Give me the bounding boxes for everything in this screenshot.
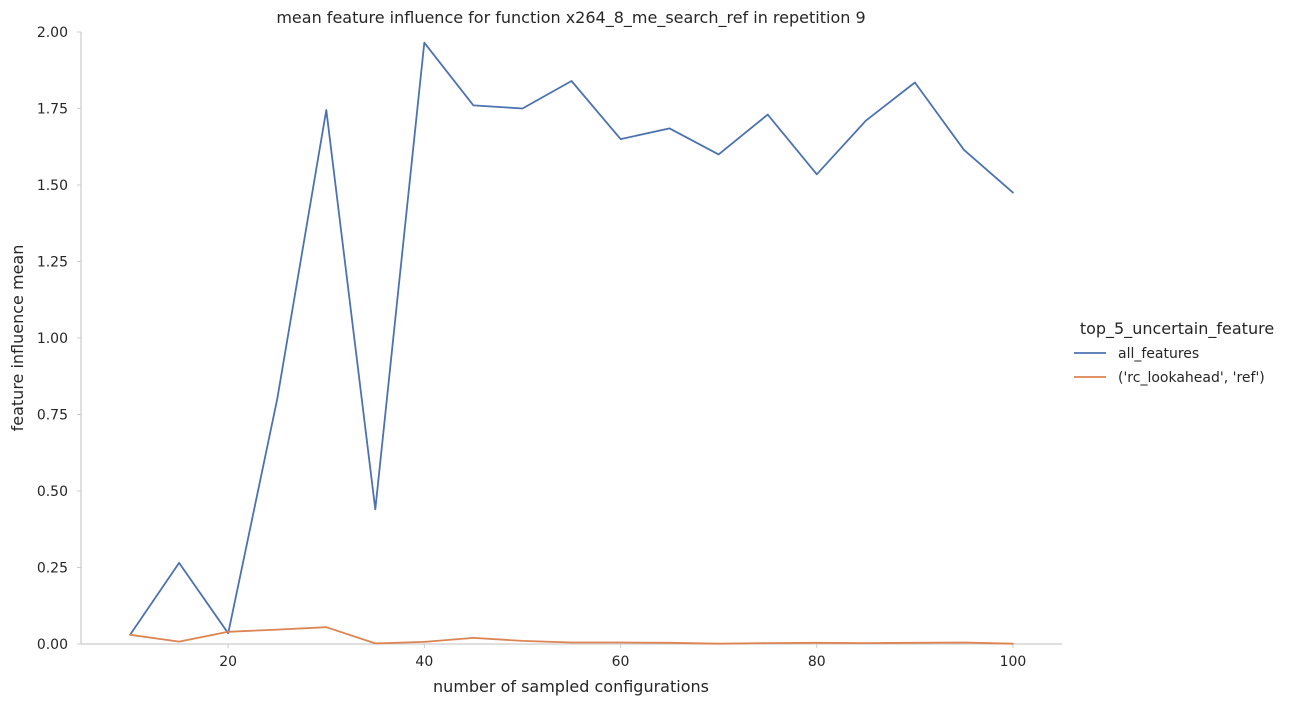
- x-tick-label: 20: [219, 654, 237, 670]
- y-tick-label: 1.25: [37, 255, 68, 271]
- chart-title: mean feature influence for function x264…: [276, 8, 865, 28]
- y-tick-label: 1.50: [37, 178, 68, 194]
- x-tick-label: 60: [612, 654, 630, 670]
- series-lines: [129, 41, 1014, 645]
- legend-entry-label: all_features: [1118, 346, 1199, 362]
- legend-title: top_5_uncertain_feature: [1080, 319, 1274, 339]
- y-tick-label: 0.25: [37, 561, 68, 577]
- legend-items: all_features ('rc_lookahead', 'ref'): [1074, 346, 1265, 386]
- legend: top_5_uncertain_feature all_features ('rc…: [1074, 319, 1274, 386]
- x-axis-label: number of sampled configurations: [433, 677, 709, 696]
- y-tick-label: 2.00: [37, 25, 68, 41]
- series-line-0: [129, 41, 1014, 636]
- series-line-1: [129, 626, 1014, 645]
- y-tick-label: 0.50: [37, 484, 68, 500]
- x-tick-label: 100: [1000, 654, 1027, 670]
- y-tick-labels: 0.00 0.25 0.50 0.75 1.00 1.25 1.50 1.75 2.00: [37, 25, 81, 653]
- y-tick-label: 0.75: [37, 408, 68, 424]
- x-tick-label: 80: [808, 654, 826, 670]
- x-tick-label: 40: [415, 654, 433, 670]
- y-tick-label: 1.75: [37, 102, 68, 118]
- y-tick-label: 1.00: [37, 331, 68, 347]
- y-tick-label: 0.00: [37, 637, 68, 653]
- x-tick-labels: 20 40 60 80 100: [219, 644, 1026, 670]
- legend-entry-label: ('rc_lookahead', 'ref'): [1118, 370, 1265, 386]
- y-axis-label: feature influence mean: [8, 245, 27, 432]
